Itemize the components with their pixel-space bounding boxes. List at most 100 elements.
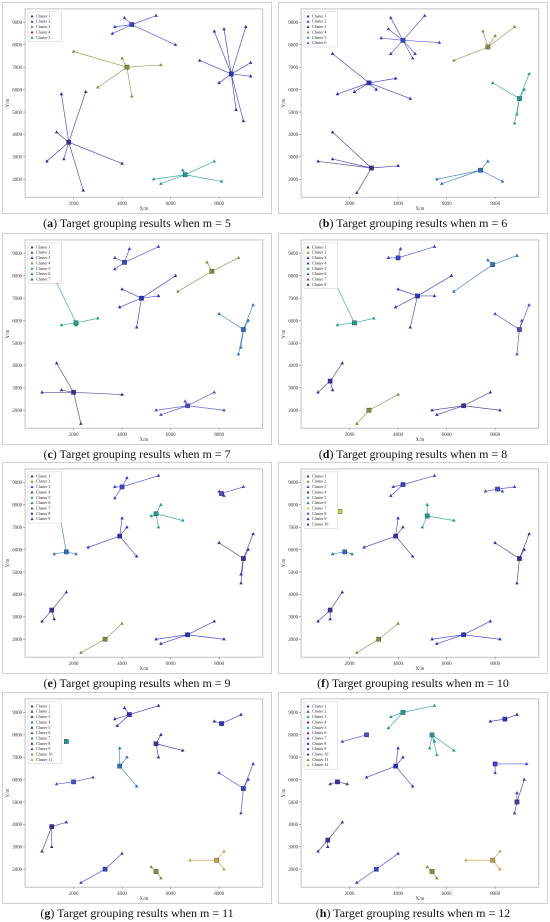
cluster-center [352,320,357,326]
cluster-link [332,53,370,84]
legend-box [27,242,62,284]
plot-g: 2000 4000 6000 8000 2000 3000 4000 5000 6000 7000… [2,692,272,904]
cluster-link [141,295,159,299]
cluster-link [395,748,399,767]
legend-entry: Cluster 1 [36,244,50,249]
caption-text: Target grouping results when m = 8 [336,447,508,461]
target-point [352,89,357,94]
target-point [435,177,439,181]
cluster-link [230,26,247,75]
cluster-link [187,405,225,411]
target-point [120,621,124,625]
legend-box [303,471,338,529]
cluster-5 [151,159,224,185]
cluster-link [114,24,132,28]
cluster-10 [149,865,163,880]
cluster-link [223,29,232,74]
cluster-center [492,761,498,767]
cluster-center [502,716,508,722]
cluster-link [51,591,67,611]
cluster-3 [117,273,178,329]
cluster-link [516,329,520,355]
legend-entry: Cluster 9 [36,746,50,751]
target-point [527,531,531,536]
caption-letter: g [44,906,51,920]
cluster-center [415,293,420,299]
cluster-center [400,710,406,715]
cluster-link [155,513,183,521]
legend-entry: Cluster 3 [312,484,326,489]
cluster-center [395,255,401,261]
cluster-center [209,268,215,274]
cluster-4 [364,746,415,788]
panel-f: 2000 4000 6000 8000 2000 3000 4000 5000 6000 7000… [278,462,548,690]
legend-entry: Cluster 5 [36,266,50,271]
target-point [515,791,519,795]
cluster-center [517,96,522,101]
target-point [512,121,517,125]
y-tick-label: 5000 [12,342,22,347]
legend-marker [306,41,310,45]
x-tick-label: 8000 [490,662,500,667]
target-point [154,408,158,412]
cluster-10 [430,619,502,645]
target-point [396,392,400,396]
legend-entry: Cluster 5 [312,266,326,271]
legend-entry: Cluster 11 [312,757,328,762]
cluster-center [325,837,331,843]
plot-h: 2000 4000 6000 8000 2000 3000 4000 5000 6000 7000… [278,692,548,904]
cluster-link [356,638,379,653]
target-point [393,76,398,80]
target-point [149,865,153,869]
cluster-link [56,781,74,785]
legend-marker [306,272,310,276]
legend-entry: Cluster 4 [312,489,326,494]
cluster-center [424,513,430,519]
cluster-2 [355,392,400,425]
target-point [437,40,442,44]
target-point [330,552,335,556]
target-point [524,761,529,766]
legend-entry: Cluster 2 [312,709,326,714]
cluster-link [160,174,186,185]
cluster-link [492,255,518,265]
cluster-link [497,486,515,490]
legend-marker [306,747,310,751]
target-point [420,525,425,529]
plot-frame [300,698,540,888]
cluster-link [51,821,67,827]
y-axis-label: Y/m [6,559,11,568]
legend-entry: Cluster 12 [312,762,328,767]
cluster-link [104,623,123,640]
plot-f: 2000 4000 6000 8000 2000 3000 4000 5000 6000 7000… [278,462,548,674]
cluster-2 [355,851,400,884]
target-point [493,311,497,316]
target-point [113,267,117,271]
cluster-link [376,853,399,870]
cluster-4 [452,24,517,62]
target-point [527,71,531,76]
target-point [239,345,243,349]
cluster-center [153,741,159,747]
legend-marker [306,19,310,23]
target-point [52,552,56,556]
y-tick-label: 9000 [12,481,22,486]
legend-entry: Cluster 4 [312,260,326,265]
target-point [239,572,243,576]
cluster-center [71,779,76,785]
x-tick-label: 6000 [442,202,452,207]
plot-frame [300,239,540,429]
target-point [316,849,320,853]
target-point [449,273,454,277]
target-point [156,293,161,298]
cluster-link [390,17,404,41]
target-point [410,56,415,60]
target-point [452,748,456,752]
y-tick-label: 9000 [12,21,22,26]
target-point [316,390,320,394]
target-point [396,163,400,167]
legend-entry: Cluster 2 [36,479,50,484]
target-point [234,107,238,111]
target-point [515,112,519,116]
target-point [120,161,124,165]
